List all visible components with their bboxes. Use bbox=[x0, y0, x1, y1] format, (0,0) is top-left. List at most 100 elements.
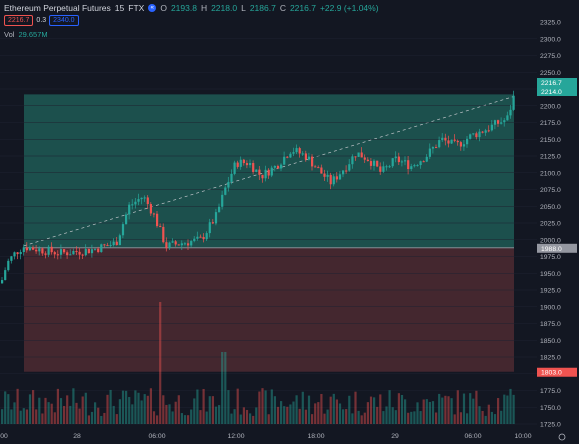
price-label-text: 1803.0 bbox=[541, 370, 562, 377]
volume-bar bbox=[10, 409, 13, 424]
candle-body bbox=[323, 173, 326, 177]
candle-body bbox=[332, 176, 335, 185]
candle-body bbox=[149, 204, 152, 214]
candle-body bbox=[388, 166, 391, 168]
volume-bar bbox=[314, 403, 317, 424]
settings-gear-icon[interactable] bbox=[558, 433, 566, 441]
volume-bar bbox=[19, 410, 22, 424]
candle-body bbox=[453, 139, 456, 141]
volume-bar bbox=[156, 415, 159, 424]
volume-bar bbox=[208, 396, 211, 424]
candle-body bbox=[63, 249, 66, 253]
high-value: 2218.0 bbox=[211, 3, 238, 13]
volume-bar bbox=[453, 414, 456, 424]
volume-bar bbox=[487, 404, 490, 424]
candle-body bbox=[462, 144, 466, 147]
position-zones bbox=[23, 94, 515, 372]
candle-body bbox=[109, 245, 112, 247]
volume-bar bbox=[1, 409, 4, 424]
candle-body bbox=[400, 161, 404, 163]
volume-bar bbox=[286, 406, 289, 424]
spread-value: 0.3 bbox=[36, 17, 47, 24]
candle-body bbox=[131, 204, 134, 206]
volume-bar bbox=[221, 352, 224, 424]
volume-bar bbox=[394, 410, 397, 424]
candle-body bbox=[283, 156, 286, 165]
volume-bar bbox=[230, 413, 233, 424]
candle-body bbox=[404, 160, 407, 162]
volume-bar bbox=[280, 401, 283, 424]
candle-body bbox=[28, 247, 32, 251]
candle-body bbox=[81, 254, 84, 256]
candle-body bbox=[180, 243, 183, 246]
volume-bar bbox=[252, 415, 255, 424]
candle-body bbox=[202, 237, 205, 240]
price-tick: 2325.0 bbox=[540, 20, 561, 27]
candle-body bbox=[270, 167, 273, 176]
loss-zone[interactable] bbox=[24, 247, 514, 372]
price-tick: 2100.0 bbox=[540, 170, 561, 177]
volume-bar bbox=[100, 415, 103, 424]
volume-bar bbox=[106, 394, 109, 424]
candle-body bbox=[376, 160, 379, 167]
candle-body bbox=[481, 131, 484, 133]
interval[interactable]: 15 bbox=[114, 3, 125, 13]
candle-body bbox=[190, 241, 193, 246]
time-axis[interactable]: 00 28 06:00 12:00 18:00 29 06:00 10:00 bbox=[0, 433, 566, 441]
candle-body bbox=[490, 124, 493, 131]
volume-bar bbox=[103, 412, 106, 424]
price-tick: 1725.0 bbox=[540, 422, 561, 429]
volume-bar bbox=[388, 390, 391, 424]
volume-bar bbox=[97, 407, 100, 424]
candle-body bbox=[121, 224, 125, 236]
replay-icon[interactable]: « bbox=[148, 4, 157, 12]
volume-bar bbox=[202, 388, 205, 424]
volume-bar bbox=[438, 393, 441, 424]
buy-button[interactable]: 2340.0 bbox=[49, 15, 79, 26]
candle-body bbox=[428, 148, 431, 157]
volume-bar bbox=[224, 352, 227, 424]
candle-body bbox=[208, 222, 211, 234]
candle-body bbox=[295, 148, 298, 153]
volume-bar bbox=[270, 389, 273, 424]
candle-body bbox=[431, 147, 435, 149]
sell-button[interactable]: 2216.7 bbox=[4, 15, 34, 26]
volume-bar bbox=[366, 402, 369, 424]
price-tick: 1825.0 bbox=[540, 355, 561, 362]
candle-body bbox=[286, 156, 289, 158]
candle-body bbox=[16, 252, 19, 255]
volume-bar bbox=[512, 394, 515, 424]
volume-bar bbox=[360, 415, 363, 424]
candle-body bbox=[317, 167, 320, 169]
price-tick: 2300.0 bbox=[540, 36, 561, 43]
candle-body bbox=[75, 250, 78, 252]
candle-body bbox=[500, 122, 503, 124]
candle-body bbox=[72, 250, 75, 255]
volume-bar bbox=[475, 390, 478, 424]
volume-bar bbox=[47, 402, 50, 424]
volume-bar bbox=[407, 412, 410, 424]
time-tick: 18:00 bbox=[307, 433, 324, 440]
candle-body bbox=[41, 248, 44, 254]
volume-bar bbox=[32, 390, 35, 424]
symbol-name[interactable]: Ethereum Perpetual Futures bbox=[4, 3, 111, 13]
candle-body bbox=[348, 164, 351, 171]
volume-bar bbox=[239, 414, 242, 424]
candle-body bbox=[267, 169, 270, 176]
volume-bar bbox=[400, 394, 404, 424]
candle-body bbox=[369, 161, 373, 166]
candle-body bbox=[50, 246, 53, 253]
price-tick: 2275.0 bbox=[540, 53, 561, 60]
volume-bar bbox=[376, 406, 379, 424]
volume-bar bbox=[233, 409, 236, 424]
volume-bar bbox=[66, 395, 69, 424]
candle-body bbox=[456, 140, 459, 143]
volume-bar bbox=[4, 391, 7, 424]
volume-bar bbox=[422, 399, 425, 424]
candle-body bbox=[326, 174, 329, 177]
volume-bar bbox=[94, 402, 97, 424]
volume-bar bbox=[131, 404, 134, 424]
volume-bar bbox=[196, 389, 199, 424]
candle-body bbox=[227, 181, 230, 188]
